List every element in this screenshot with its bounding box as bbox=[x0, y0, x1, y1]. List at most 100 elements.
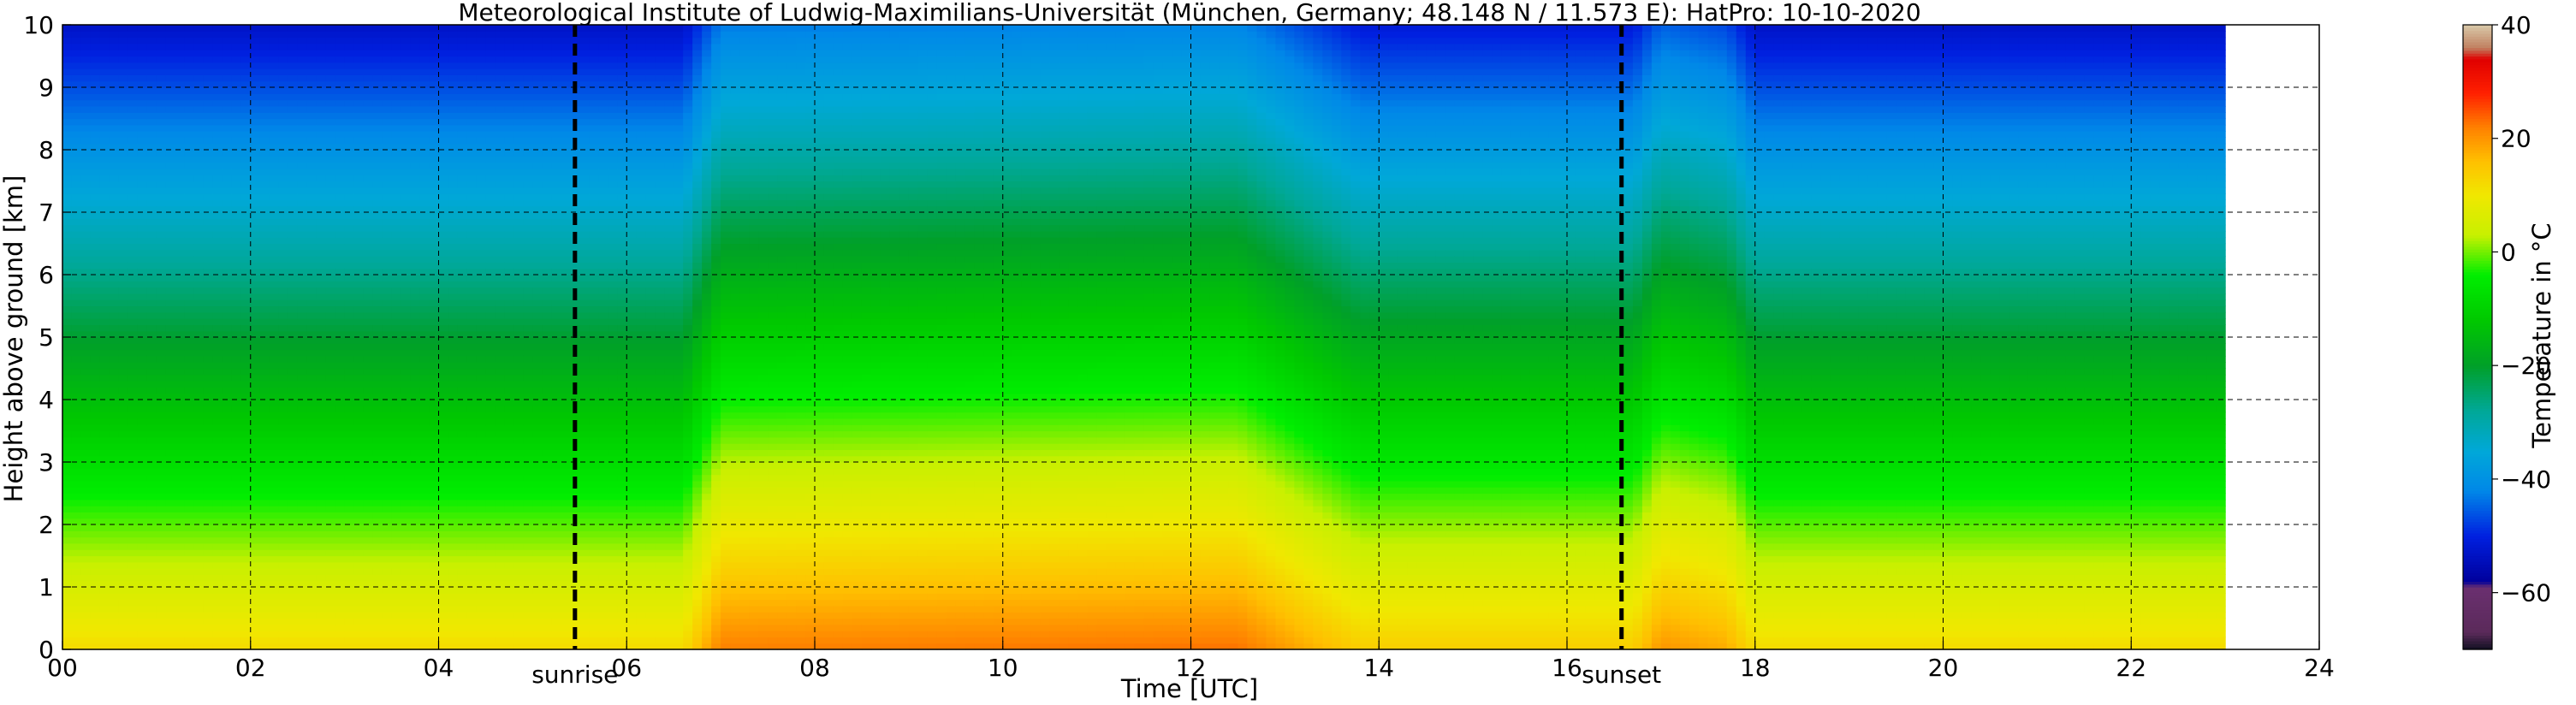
heatmap-cell bbox=[466, 562, 477, 569]
heatmap-cell bbox=[373, 237, 383, 244]
heatmap-cell bbox=[72, 169, 82, 175]
heatmap-cell bbox=[373, 362, 383, 369]
heatmap-cell bbox=[373, 468, 383, 475]
heatmap-cell bbox=[448, 394, 458, 400]
heatmap-cell bbox=[354, 556, 365, 563]
heatmap-cell bbox=[166, 218, 176, 225]
heatmap-cell bbox=[260, 530, 270, 537]
heatmap-cell bbox=[448, 250, 458, 257]
heatmap-cell bbox=[119, 193, 129, 200]
heatmap-cell bbox=[128, 56, 139, 63]
heatmap-cell bbox=[523, 331, 533, 338]
heatmap-cell bbox=[72, 475, 82, 482]
heatmap-cell bbox=[364, 518, 374, 525]
heatmap-cell bbox=[411, 293, 421, 300]
heatmap-cell bbox=[307, 100, 318, 107]
heatmap-cell bbox=[128, 456, 139, 463]
heatmap-cell bbox=[439, 400, 449, 406]
heatmap-cell bbox=[495, 543, 505, 550]
heatmap-cell bbox=[119, 406, 129, 412]
heatmap-cell bbox=[213, 187, 223, 194]
heatmap-cell bbox=[401, 306, 412, 313]
heatmap-cell bbox=[345, 418, 355, 425]
heatmap-cell bbox=[326, 343, 336, 350]
heatmap-cell bbox=[138, 50, 148, 56]
heatmap-cell bbox=[260, 593, 270, 600]
heatmap-cell bbox=[157, 62, 167, 69]
heatmap-cell bbox=[270, 56, 280, 63]
heatmap-cell bbox=[81, 74, 92, 81]
heatmap-cell bbox=[457, 631, 467, 637]
heatmap-cell bbox=[270, 437, 280, 444]
heatmap-cell bbox=[307, 494, 318, 501]
heatmap-cell bbox=[260, 400, 270, 406]
heatmap-cell bbox=[354, 343, 365, 350]
heatmap-cell bbox=[317, 112, 327, 119]
heatmap-cell bbox=[100, 125, 110, 132]
heatmap-cell bbox=[72, 506, 82, 512]
heatmap-cell bbox=[373, 62, 383, 69]
heatmap-cell bbox=[354, 331, 365, 338]
heatmap-cell bbox=[279, 537, 289, 544]
heatmap-cell bbox=[317, 418, 327, 425]
heatmap-cell bbox=[448, 631, 458, 637]
heatmap-cell bbox=[270, 25, 280, 32]
heatmap-cell bbox=[448, 437, 458, 444]
heatmap-cell bbox=[288, 87, 299, 94]
heatmap-cell bbox=[345, 387, 355, 394]
heatmap-cell bbox=[401, 50, 412, 56]
heatmap-cell bbox=[476, 443, 486, 450]
heatmap-cell bbox=[204, 38, 214, 44]
heatmap-cell bbox=[420, 481, 430, 488]
heatmap-cell bbox=[335, 293, 346, 300]
heatmap-cell bbox=[345, 375, 355, 382]
heatmap-cell bbox=[194, 530, 205, 537]
heatmap-cell bbox=[81, 269, 92, 275]
heatmap-cell bbox=[194, 225, 205, 232]
heatmap-cell bbox=[298, 287, 308, 294]
heatmap-cell bbox=[223, 437, 233, 444]
heatmap-cell bbox=[354, 593, 365, 600]
heatmap-cell bbox=[420, 424, 430, 431]
heatmap-cell bbox=[157, 299, 167, 306]
heatmap-cell bbox=[335, 193, 346, 200]
heatmap-cell bbox=[204, 169, 214, 175]
heatmap-cell bbox=[119, 163, 129, 169]
heatmap-cell bbox=[307, 156, 318, 163]
heatmap-cell bbox=[420, 381, 430, 388]
heatmap-cell bbox=[326, 456, 336, 463]
heatmap-cell bbox=[147, 331, 157, 338]
heatmap-cell bbox=[91, 281, 101, 287]
heatmap-cell bbox=[175, 406, 186, 412]
heatmap-cell bbox=[485, 381, 496, 388]
heatmap-cell bbox=[128, 119, 139, 126]
heatmap-cell bbox=[383, 619, 393, 625]
heatmap-cell bbox=[119, 50, 129, 56]
heatmap-cell bbox=[270, 256, 280, 263]
heatmap-cell bbox=[476, 362, 486, 369]
heatmap-cell bbox=[326, 543, 336, 550]
heatmap-cell bbox=[448, 625, 458, 631]
heatmap-cell bbox=[62, 218, 73, 225]
heatmap-cell bbox=[100, 119, 110, 126]
heatmap-cell bbox=[72, 38, 82, 44]
heatmap-cell bbox=[326, 56, 336, 63]
heatmap-cell bbox=[392, 574, 402, 581]
heatmap-cell bbox=[185, 119, 195, 126]
heatmap-cell bbox=[91, 68, 101, 75]
heatmap-cell bbox=[147, 443, 157, 450]
heatmap-cell bbox=[523, 581, 533, 588]
heatmap-cell bbox=[401, 38, 412, 44]
heatmap-cell bbox=[298, 418, 308, 425]
heatmap-cell bbox=[279, 500, 289, 507]
heatmap-cell bbox=[335, 212, 346, 219]
heatmap-cell bbox=[504, 581, 514, 588]
heatmap-cell bbox=[411, 500, 421, 507]
heatmap-cell bbox=[175, 381, 186, 388]
heatmap-cell bbox=[345, 244, 355, 251]
heatmap-cell bbox=[110, 25, 120, 32]
heatmap-cell bbox=[383, 119, 393, 126]
heatmap-cell bbox=[128, 475, 139, 482]
heatmap-cell bbox=[204, 156, 214, 163]
